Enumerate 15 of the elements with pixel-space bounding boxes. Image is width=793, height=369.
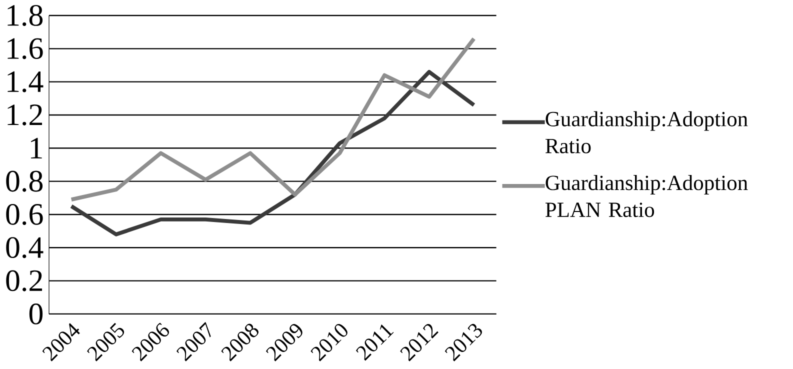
y-tick-label: 1 [30, 138, 42, 158]
y-tick-label: 0.4 [6, 237, 44, 258]
y-tick-label: 1.2 [8, 104, 42, 126]
y-tick-label: 0.6 [6, 204, 43, 225]
y-tick-label: 0.2 [6, 270, 42, 292]
y-tick-label: 0 [29, 303, 43, 324]
legend-label: Guardianship:Adoption PLAN Ratio [545, 174, 748, 217]
x-tick-label: 2011 [356, 324, 394, 361]
y-tick-label: 0.8 [6, 170, 43, 192]
line-series [69, 36, 476, 202]
y-tick-label: 1.6 [8, 38, 43, 60]
legend-label: Guardianship:Adoption Ratio [545, 111, 748, 154]
y-tick-label: 1.4 [8, 71, 44, 92]
line-series [69, 70, 476, 236]
y-tick-label: 1.8 [8, 4, 43, 26]
